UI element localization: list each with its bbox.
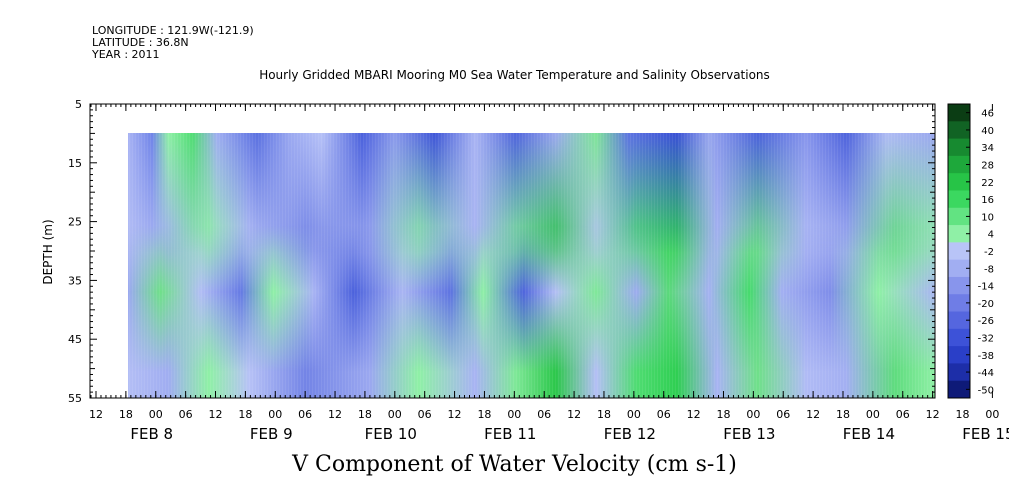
colorbar-variable-label: V Component of Water Velocity (cm s-1) — [292, 452, 737, 477]
colorbar-segment — [948, 276, 970, 295]
colorbar-tick-label: -38 — [978, 351, 994, 362]
colorbar-tick-label: 46 — [981, 109, 994, 120]
colorbar-segment — [948, 104, 970, 122]
x-day-label: FEB 14 — [843, 425, 895, 443]
colorbar-tick-label: -44 — [978, 368, 994, 379]
x-hour-tick-label: 18 — [119, 408, 133, 421]
longitude-label: LONGITUDE : 121.9W(-121.9) — [92, 24, 254, 37]
colorbar-segment — [948, 346, 970, 364]
colorbar-segment — [948, 121, 970, 140]
x-hour-tick-label: 18 — [716, 408, 730, 421]
colorbar-tick-label: -20 — [978, 299, 994, 310]
latitude-label: LATITUDE : 36.8N — [92, 36, 189, 49]
y-tick-label: 25 — [68, 216, 82, 229]
x-hour-tick-label: 06 — [657, 408, 671, 421]
chart-title: Hourly Gridded MBARI Mooring M0 Sea Wate… — [259, 68, 770, 82]
colorbar-tick-label: 22 — [981, 178, 994, 189]
y-tick-label: 45 — [68, 333, 82, 346]
x-hour-tick-label: 18 — [956, 408, 970, 421]
colorbar-tick-label: 10 — [981, 212, 994, 223]
x-hour-tick-label: 00 — [388, 408, 402, 421]
y-tick-label: 5 — [75, 98, 82, 111]
x-hour-tick-label: 00 — [268, 408, 282, 421]
y-tick-label: 55 — [68, 392, 82, 405]
x-hour-tick-label: 06 — [179, 408, 193, 421]
x-hour-tick-label: 18 — [477, 408, 491, 421]
x-hour-tick-label: 06 — [418, 408, 432, 421]
y-tick-label: 15 — [68, 157, 82, 170]
colorbar-segment — [948, 328, 970, 347]
colorbar-segment — [948, 242, 970, 261]
x-axis-ticks: 12 18 00 06 12 18 00 06 12 18 00 06 12 18 00 06 12 18 00 06… — [89, 104, 1009, 443]
x-day-label: FEB 11 — [484, 425, 536, 443]
colorbar-tick-label: -14 — [978, 282, 994, 293]
colorbar-segment — [948, 380, 970, 399]
colorbar-segment — [948, 190, 970, 209]
x-day-label: FEB 15 — [962, 425, 1009, 443]
x-hour-tick-label: 18 — [238, 408, 252, 421]
x-hour-tick-label: 12 — [328, 408, 342, 421]
colorbar-segment — [948, 207, 970, 226]
x-hour-tick-label: 12 — [448, 408, 462, 421]
x-hour-tick-label: 12 — [806, 408, 820, 421]
x-hour-tick-label: 06 — [298, 408, 312, 421]
year-label: YEAR : 2011 — [92, 48, 160, 61]
x-hour-tick-label: 06 — [896, 408, 910, 421]
colorbar-segment — [948, 363, 970, 382]
colorbar-tick-label: -2 — [984, 247, 994, 258]
colorbar-segment — [948, 294, 970, 313]
colorbar-tick-label: -32 — [978, 333, 994, 344]
colorbar-tick-label: 4 — [988, 230, 994, 241]
colorbar-tick-label: -50 — [978, 385, 994, 396]
x-hour-tick-label: 06 — [776, 408, 790, 421]
y-tick-label: 35 — [68, 274, 82, 287]
x-hour-tick-label: 00 — [866, 408, 880, 421]
x-hour-tick-label: 12 — [926, 408, 940, 421]
colorbar-segment — [948, 225, 970, 243]
y-axis: 5 15 25 35 45 55 — [68, 98, 935, 405]
colorbar-tick-label: 34 — [981, 143, 994, 154]
y-axis-label: DEPTH (m) — [41, 219, 55, 284]
colorbar-tick-label: 28 — [981, 161, 994, 172]
x-day-label: FEB 10 — [365, 425, 417, 443]
x-day-label: FEB 9 — [250, 425, 293, 443]
colorbar-tick-label: 16 — [981, 195, 994, 206]
colorbar-tick-label: -26 — [978, 316, 994, 327]
colorbar-tick-label: 40 — [981, 126, 994, 137]
colorbar-segment — [948, 173, 970, 191]
x-hour-tick-label: 18 — [836, 408, 850, 421]
colorbar-segment — [948, 259, 970, 278]
x-hour-tick-label: 12 — [567, 408, 581, 421]
x-hour-tick-label: 00 — [149, 408, 163, 421]
x-hour-tick-label: 00 — [627, 408, 641, 421]
x-hour-tick-label: 06 — [537, 408, 551, 421]
colorbar-segment — [948, 155, 970, 174]
x-hour-tick-label: 18 — [358, 408, 372, 421]
x-hour-tick-label: 00 — [746, 408, 760, 421]
colorbar-segment — [948, 138, 970, 157]
x-day-label: FEB 8 — [130, 425, 173, 443]
heatmap-field — [128, 133, 935, 398]
x-hour-tick-label: 00 — [985, 408, 999, 421]
colorbar-segment — [948, 311, 970, 330]
x-hour-tick-label: 12 — [209, 408, 223, 421]
colorbar-tick-label: -8 — [984, 264, 994, 275]
x-day-label: FEB 12 — [604, 425, 656, 443]
x-day-label: FEB 13 — [723, 425, 775, 443]
x-hour-tick-label: 12 — [687, 408, 701, 421]
x-hour-tick-label: 18 — [597, 408, 611, 421]
x-hour-tick-label: 00 — [507, 408, 521, 421]
colorbar: 46 40 34 28 22 16 10 4 -2 -8 -14 -20 -26 -32 -38 -44 -50 — [947, 103, 994, 399]
x-hour-tick-label: 12 — [89, 408, 103, 421]
